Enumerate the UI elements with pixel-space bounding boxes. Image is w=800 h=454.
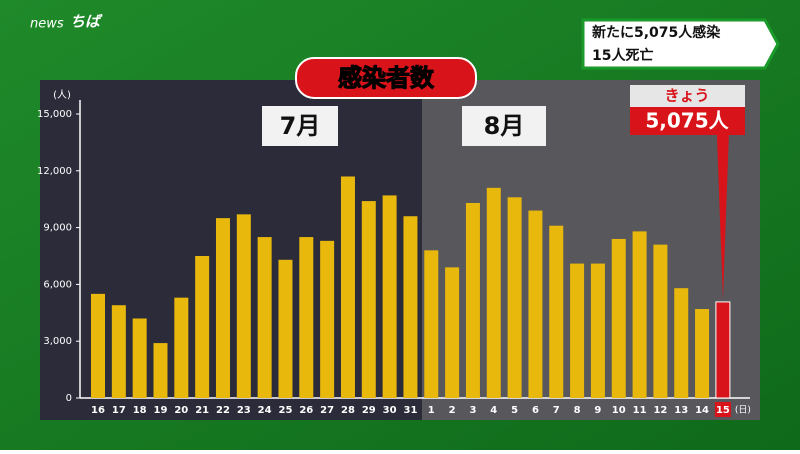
bar — [570, 263, 585, 398]
x-tick-label: 1 — [428, 405, 435, 416]
bar — [236, 214, 251, 398]
bar — [195, 256, 210, 398]
bar — [320, 240, 335, 398]
bar — [611, 238, 626, 398]
title-pill — [295, 57, 477, 99]
bar — [278, 259, 293, 398]
x-tick-label: 17 — [112, 405, 126, 416]
x-tick-label: 10 — [612, 405, 626, 416]
x-tick-label: 31 — [403, 405, 417, 416]
headline-line1: 新たに5,075人感染 — [592, 24, 721, 41]
today-marker — [714, 402, 731, 417]
month-box — [262, 106, 338, 146]
bar — [507, 197, 522, 398]
bar — [590, 263, 605, 398]
logo-prefix: news — [30, 17, 64, 32]
x-tick-label: 7 — [553, 405, 560, 416]
bar — [257, 237, 272, 398]
x-tick-label: 4 — [490, 405, 497, 416]
bar — [111, 305, 126, 398]
x-tick-label: 24 — [258, 405, 272, 416]
x-tick-label: 26 — [299, 405, 313, 416]
bar — [695, 309, 710, 398]
bar — [132, 318, 147, 398]
x-tick-label: 18 — [133, 405, 147, 416]
callout-top — [630, 85, 745, 107]
y-tick-label: 15,000 — [37, 109, 72, 120]
x-tick-label: 3 — [469, 405, 476, 416]
x-tick-label: 19 — [154, 405, 168, 416]
x-tick-label: 27 — [320, 405, 334, 416]
month-box — [462, 106, 546, 146]
x-tick-label: 25 — [279, 405, 293, 416]
bar — [153, 343, 168, 398]
bar — [465, 202, 480, 398]
bar — [674, 288, 689, 398]
y-tick-label: 3,000 — [43, 336, 72, 347]
bar — [91, 293, 105, 398]
x-tick-label: 13 — [674, 405, 688, 416]
x-tick-label: 28 — [341, 405, 355, 416]
bar — [174, 297, 189, 398]
bar — [486, 187, 501, 398]
today-label: きょう — [664, 87, 709, 105]
value-label: 5,075人 — [645, 109, 729, 133]
y-tick-label: 12,000 — [37, 166, 72, 177]
x-tick-label: 5 — [511, 405, 518, 416]
bar — [340, 176, 355, 398]
x-tick-label: 12 — [653, 405, 667, 416]
bar — [549, 225, 564, 398]
x-tick-label: 29 — [362, 405, 376, 416]
x-tick-label: 8 — [574, 405, 581, 416]
x-tick-label: 15 — [716, 405, 730, 416]
y-tick-label: 6,000 — [43, 279, 72, 290]
bar — [632, 231, 647, 398]
x-tick-label: 16 — [91, 405, 105, 416]
y-tick-label: 0 — [66, 393, 72, 404]
bar — [382, 195, 397, 398]
y-tick-label: 9,000 — [43, 223, 72, 234]
x-tick-label: 22 — [216, 405, 230, 416]
x-unit: (日) — [735, 405, 751, 416]
bar — [403, 216, 418, 398]
x-tick-label: 14 — [695, 405, 709, 416]
month-label: 8月 — [484, 112, 525, 140]
month-label: 7月 — [280, 112, 321, 140]
bar — [215, 218, 230, 398]
bar — [528, 210, 543, 398]
x-tick-label: 20 — [174, 405, 188, 416]
bar — [653, 244, 668, 398]
chart-title: 感染者数 — [338, 64, 435, 92]
x-tick-label: 21 — [195, 405, 209, 416]
x-tick-label: 9 — [594, 405, 601, 416]
bar — [445, 267, 460, 398]
bar — [299, 237, 314, 398]
x-tick-label: 30 — [383, 405, 397, 416]
bar — [361, 201, 376, 398]
x-tick-label: 6 — [532, 405, 539, 416]
x-tick-label: 23 — [237, 405, 251, 416]
headline-box — [581, 18, 780, 70]
headline-line2: 15人死亡 — [592, 47, 653, 64]
bar — [424, 250, 439, 398]
x-tick-label: 11 — [633, 405, 647, 416]
bar — [715, 301, 731, 399]
callout-box — [630, 107, 745, 135]
callout-pointer — [716, 134, 729, 300]
x-tick-label: 2 — [449, 405, 456, 416]
y-unit: (人) — [53, 89, 71, 101]
logo-name: ちば — [70, 13, 103, 31]
